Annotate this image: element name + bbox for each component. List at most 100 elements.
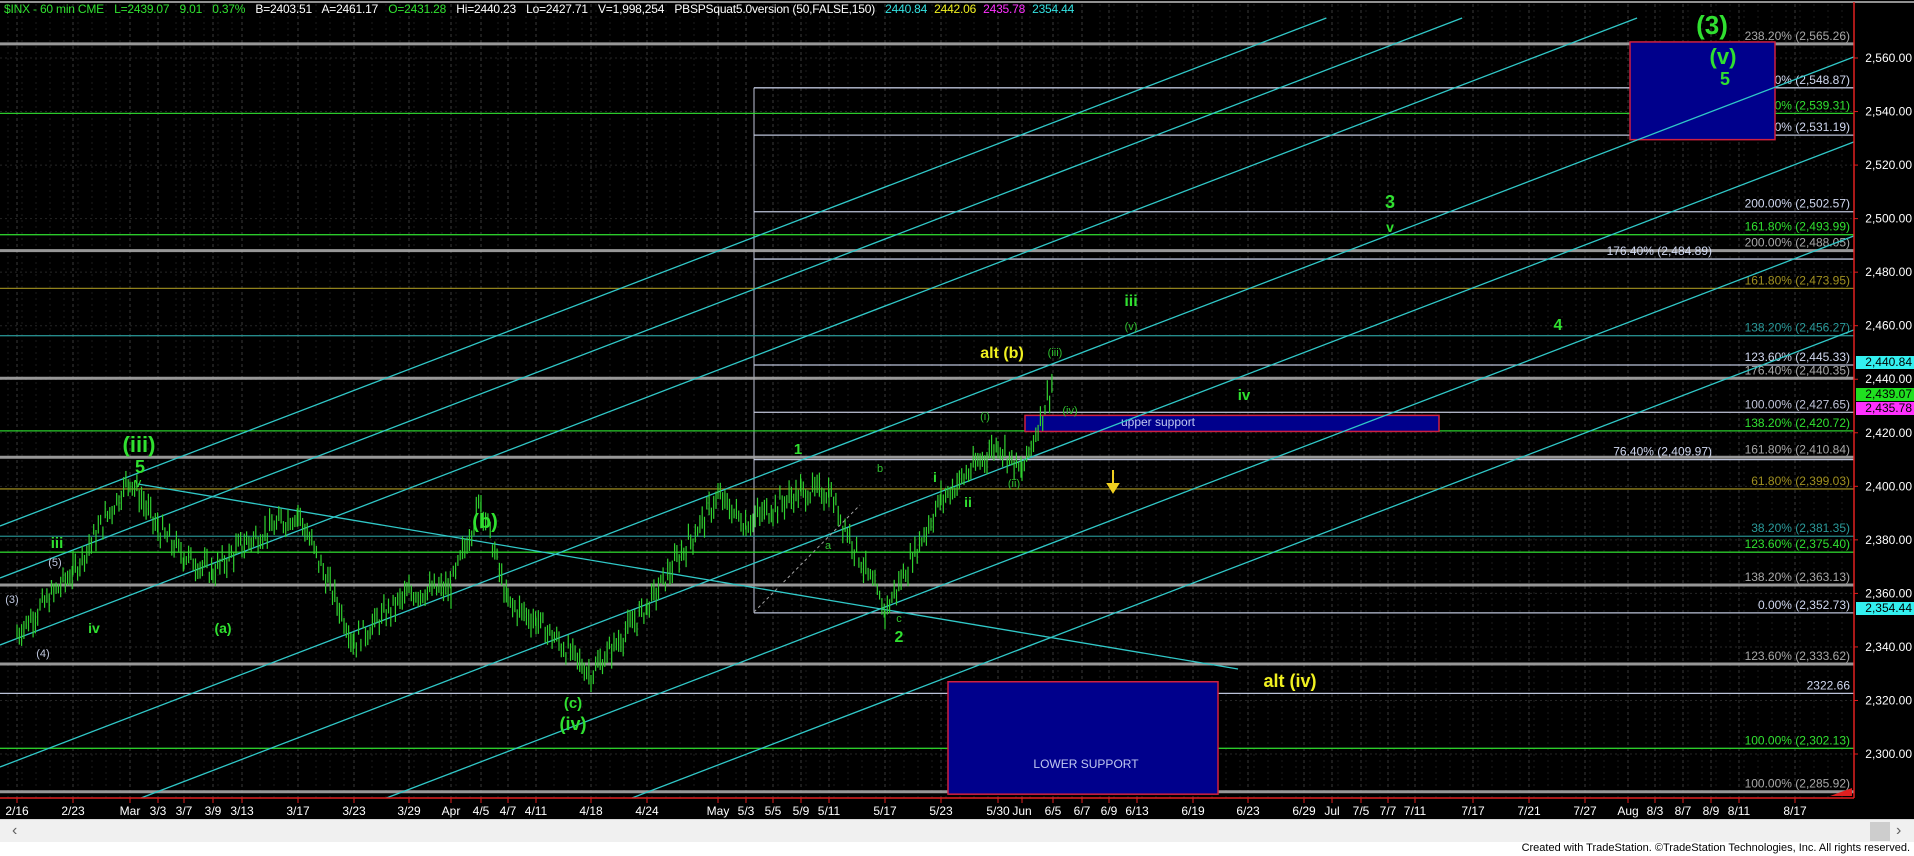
x-tick-label: 3/13 [230,804,254,818]
wave-label: a [825,540,832,552]
indicator-value: 2440.84 [885,2,928,16]
price-bars [16,373,1053,693]
wave-label: (3) [5,594,18,606]
net-change: 9.01 [179,2,203,16]
fib-label: 0.00% (2,352.73) [1758,598,1850,612]
x-tick-label: 7/21 [1517,804,1541,818]
x-tick-label: 6/13 [1125,804,1149,818]
fib-label: 2322.66 [1807,678,1851,692]
fib-label: 176.40% (2,484.89) [1607,244,1712,258]
x-tick-label: 6/23 [1236,804,1260,818]
fib-label: 123.60% (2,445.33) [1745,350,1850,364]
wave-label: (3) [1696,10,1728,40]
indicator-values: 2440.84 2442.06 2435.78 2354.44 [885,2,1081,16]
x-tick-label: 8/11 [1728,804,1751,818]
wave-label: ii [964,494,972,510]
x-tick-label: 3/7 [176,804,193,818]
wave-label: 5 [1720,69,1730,89]
wave-label: (b) [472,511,498,533]
low: Lo=2427.71 [526,2,588,16]
wave-label: (iv) [560,714,587,734]
price-marker: 2,354.44 [1856,602,1914,616]
last-price: L=2439.07 [114,2,170,16]
dashed-trend-line [753,504,861,613]
wave-label: (iii) [1048,347,1063,359]
wave-label: v [135,475,142,490]
price-marker: 2,440.84 [1856,356,1914,369]
x-tick-label: 6/19 [1181,804,1205,818]
y-tick-label: 2,480.00 [1865,265,1912,279]
down-arrow-icon [1106,470,1120,494]
y-tick-label: 2,540.00 [1865,105,1912,119]
copyright-text: Created with TradeStation. ©TradeStation… [1521,842,1910,854]
chart-header: $INX - 60 min CME L=2439.07 9.01 0.37% B… [4,2,1088,16]
y-tick-label: 2,560.00 [1865,51,1912,65]
x-tick-label: Apr [442,804,461,818]
fib-label: 38.20% (2,381.35) [1751,521,1850,535]
y-tick-label: 2,440.00 [1865,372,1912,386]
high: Hi=2440.23 [456,2,516,16]
wave-label: (v) [1125,321,1138,333]
x-tick-label: Jun [1012,804,1031,818]
indicator-value: 2354.44 [1032,2,1075,16]
x-tick-label: 5/9 [793,804,810,818]
x-tick-label: Mar [120,804,141,818]
channel-line [140,141,1855,799]
fib-label: 61.80% (2,399.03) [1751,474,1850,488]
x-axis-band [0,799,1914,819]
x-tick-label: 5/30 [986,804,1010,818]
x-tick-label: 4/5 [473,804,490,818]
x-tick-label: 4/24 [635,804,659,818]
x-tick-label: 3/29 [397,804,421,818]
wave-label: (4) [36,648,49,660]
fib-label: 76.40% (2,409.97) [1613,445,1712,459]
x-tick-label: 5/23 [929,804,953,818]
x-tick-label: 4/7 [500,804,517,818]
scroll-left-icon[interactable]: ‹ [12,822,18,839]
indicator-name: PBSPSquat5.0version (50,FALSE,150) [674,2,876,16]
scrollbar-thumb[interactable] [1870,822,1890,841]
fib-label: 238.20% (2,565.26) [1745,29,1850,43]
x-tick-label: Aug [1617,804,1638,818]
fib-label: 161.80% (2,493.99) [1745,220,1850,234]
channel-line [0,17,1327,527]
fib-label: 200.00% (2,488.05) [1745,236,1850,250]
fib-label: 161.80% (2,410.84) [1745,442,1850,456]
x-tick-label: 5/5 [765,804,782,818]
wave-label: alt (iv) [1263,671,1316,691]
x-tick-label: 5/17 [873,804,897,818]
scroll-right-icon[interactable]: › [1896,822,1902,839]
price-marker: 2,435.78 [1856,402,1914,415]
footer: Created with TradeStation. ©TradeStation… [0,842,1914,856]
wave-label: (i) [980,411,990,423]
x-tick-label: 6/7 [1074,804,1091,818]
channel-line [386,235,1855,799]
y-tick-label: 2,520.00 [1865,158,1912,172]
x-tick-label: 2/16 [5,804,29,818]
y-tick-label: 2,420.00 [1865,426,1912,440]
y-tick-label: 2,340.00 [1865,640,1912,654]
wave-label: (iv) [1062,405,1077,417]
wave-label: (c) [564,695,582,712]
horizontal-scrollbar[interactable]: ‹ › [0,819,1914,843]
channel-line [0,56,1855,768]
wave-label: i [933,469,937,485]
wave-label: 5 [135,457,145,477]
x-tick-label: 6/29 [1292,804,1316,818]
x-tick-label: 5/11 [818,804,841,818]
wave-label: v [1386,219,1394,235]
open: O=2431.28 [388,2,447,16]
fib-label: 123.60% (2,333.62) [1745,649,1850,663]
x-tick-label: 6/9 [1101,804,1118,818]
trend-channel-lines[interactable] [0,17,1855,799]
x-tick-label: 4/11 [525,804,548,818]
wave-label: 2 [895,629,904,646]
trend-line [137,483,1239,670]
wave-label: iv [1238,387,1251,404]
y-tick-label: 2,400.00 [1865,479,1912,493]
zone-label: LOWER SUPPORT [1033,757,1139,771]
scroll-marker-icon [1830,788,1852,796]
fib-label: 123.60% (2,375.40) [1745,537,1850,551]
